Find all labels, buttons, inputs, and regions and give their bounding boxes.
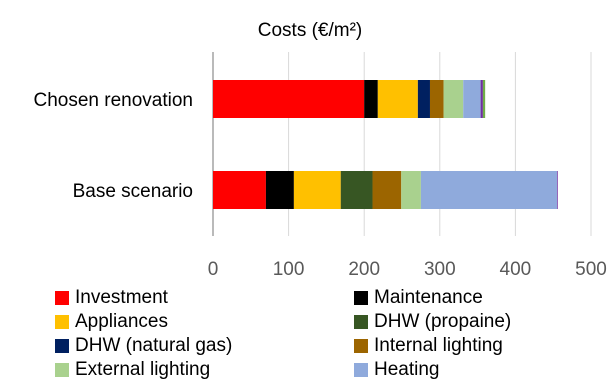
legend-label: DHW (propaine) [374, 311, 512, 332]
category-label: Base scenario [73, 181, 193, 202]
legend-item: Appliances [55, 310, 168, 333]
legend-item: Maintenance [354, 286, 483, 309]
bar-segment [556, 171, 558, 209]
legend-item: Heating [354, 358, 440, 381]
legend-swatch [354, 290, 368, 305]
bar-segment [364, 80, 378, 118]
x-tick-label: 300 [424, 259, 456, 280]
legend-label: Maintenance [374, 287, 483, 308]
x-tick-label: 0 [208, 259, 219, 280]
legend-label: DHW (natural gas) [75, 335, 233, 356]
bar-segment [340, 171, 373, 209]
bar-segment [429, 80, 444, 118]
bar-segment [293, 171, 341, 209]
x-tick-label: 100 [273, 259, 305, 280]
legend-item: Internal lighting [354, 334, 503, 357]
bar-segment [377, 80, 418, 118]
legend-swatch [55, 338, 69, 353]
legend-label: Internal lighting [374, 335, 503, 356]
bar-segment [482, 80, 486, 118]
legend-swatch [55, 314, 69, 329]
legend-item: Investment [55, 286, 168, 309]
chart-title: Costs (€/m²) [258, 20, 363, 41]
x-tick-labels: 0 100 200 300 400 500 [208, 259, 607, 280]
legend-label: Investment [75, 287, 168, 308]
category-label: Chosen renovation [34, 90, 194, 111]
legend-item: External lighting [55, 358, 210, 381]
bar-segment [213, 80, 365, 118]
legend-item: DHW (natural gas) [55, 334, 232, 357]
legend-swatch [354, 362, 368, 377]
bar-segment [420, 171, 557, 209]
legend-swatch [55, 290, 69, 305]
bar-segment [480, 80, 483, 118]
x-tick-label: 400 [500, 259, 532, 280]
x-tick-label: 200 [348, 259, 380, 280]
legend-label: Appliances [75, 311, 168, 332]
bar-segment [417, 80, 430, 118]
legend-swatch [55, 362, 69, 377]
bar-segment [443, 80, 464, 118]
legend-label: External lighting [75, 359, 211, 380]
bars [213, 80, 558, 209]
legend-swatch [354, 314, 368, 329]
bar-segment [401, 171, 421, 209]
bar-segment [213, 171, 266, 209]
legend-item: DHW (propaine) [354, 310, 511, 333]
category-labels: Chosen renovation Base scenario [34, 90, 194, 202]
bar-segment [372, 171, 402, 209]
legend-label: Heating [374, 359, 440, 380]
bar-segment [265, 171, 294, 209]
legend-swatch [354, 338, 368, 353]
bar-segment [463, 80, 481, 118]
x-tick-label: 500 [575, 259, 607, 280]
